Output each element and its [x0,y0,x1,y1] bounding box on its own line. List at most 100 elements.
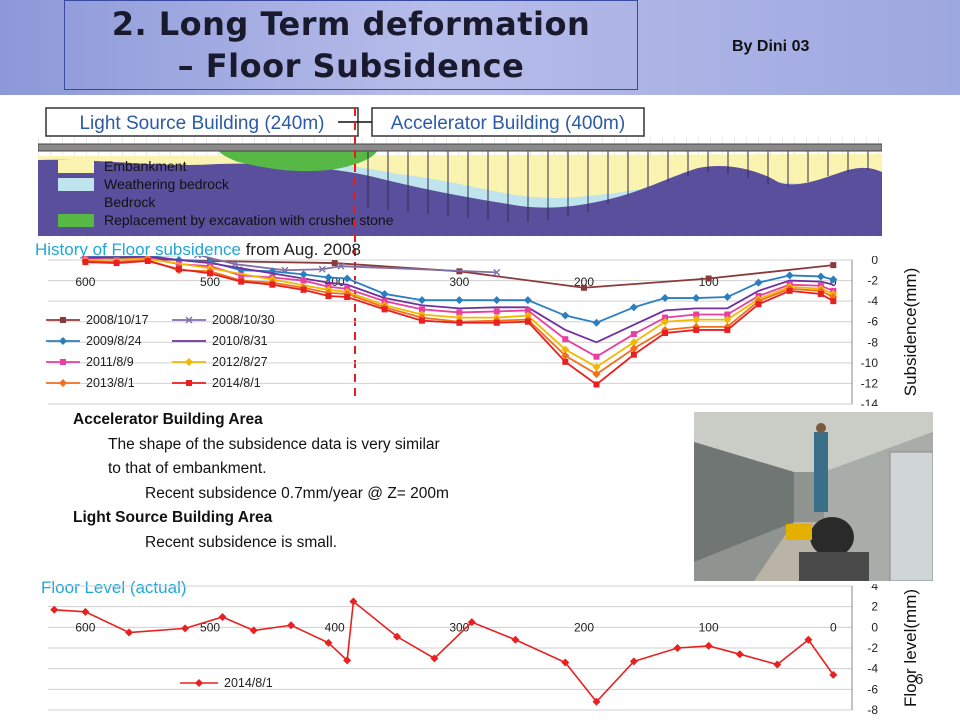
legend-swatch-weathering [58,178,94,191]
bedrock-layer [38,159,882,236]
data-point [218,613,227,621]
page-title-line1: 2. Long Term deformation [111,5,591,43]
marker-stroke [318,265,326,273]
data-point [662,330,669,337]
y-tick-label: -12 [861,376,879,390]
series-line [54,599,834,703]
light-source-area-heading: Light Source Building Area [73,509,273,526]
series-2014/8/1 [82,258,837,388]
data-point [773,660,782,669]
y-tick-label: 0 [871,620,878,634]
data-point [393,632,402,641]
data-point [561,351,570,360]
data-point [661,317,670,326]
data-point [418,317,425,324]
legend-swatch-embankment [58,160,94,173]
legend-marker [59,337,67,345]
data-point [662,314,669,321]
data-point [561,658,570,667]
cross-section-legend: Embankment Weathering bedrock Bedrock Re… [58,158,394,228]
data-point [629,344,638,353]
author-label: By Dini 03 [732,38,810,55]
data-point [418,306,425,313]
data-point [723,293,732,302]
data-point [331,260,338,267]
data-point [417,313,426,322]
legend-label: 2010/8/31 [212,334,268,348]
data-point [144,258,151,265]
legend-label: 2008/10/30 [212,313,275,327]
data-point [592,362,601,371]
data-point [175,266,182,273]
legend-marker [60,317,66,323]
y-tick-label: 2 [871,600,878,614]
page-number: 6 [915,671,924,688]
x-tick-label: 600 [75,620,95,634]
data-point [661,325,670,334]
data-point [417,296,426,305]
data-point [237,266,246,275]
y-axis-label: Floor level(mm) [901,589,920,707]
data-point [207,270,214,277]
data-point [561,345,570,354]
data-point [299,270,308,279]
data-point [81,607,90,616]
subsidence-legend: 2008/10/17 2008/10/30 2009/8/24 2010/8/31 20… [46,313,275,390]
x-tick-label: 200 [574,275,594,289]
data-point [704,641,713,650]
data-point [562,336,569,343]
legend-embankment: Embankment [104,158,187,174]
data-point [524,318,531,325]
y-tick-label: -4 [867,294,878,308]
data-point [830,262,837,269]
floor-slab [38,143,882,152]
legend-marker [185,316,193,324]
data-point [82,259,89,266]
data-point [755,301,762,308]
data-point [804,635,813,644]
data-point [673,644,682,652]
data-point [829,670,838,679]
legend-weathering: Weathering bedrock [104,176,230,192]
data-point [381,298,388,305]
series-2010/8/31 [85,256,834,344]
subsidence-chart: 0-2-4-6-8-10-12-146005004003002001000Sub… [46,256,920,406]
data-point [194,256,202,259]
data-point [724,326,731,333]
data-point [693,311,700,318]
data-point [629,338,638,347]
data-point [349,597,358,606]
legend-marker [195,679,203,687]
y-tick-label: -8 [867,703,878,717]
floor-level-heading: Floor Level (actual) [41,578,187,597]
data-point [113,260,120,267]
legend-swatch-replacement [58,214,94,227]
header-band [0,0,960,95]
accelerator-area-heading: Accelerator Building Area [73,411,263,428]
replacement-layer [218,150,378,172]
light-source-box [45,107,359,137]
floor-legend: 2014/8/1 [180,676,273,690]
data-point [561,311,570,320]
x-tick-label: 400 [325,620,345,634]
data-point [723,322,732,331]
y-tick-label: -10 [861,356,879,370]
legend-marker [186,380,192,386]
data-point [467,618,476,627]
data-point [300,277,307,284]
series-2014/8/1 [50,597,838,706]
data-point [511,635,520,644]
data-point [343,656,352,665]
data-point [592,370,601,379]
x-tick-label: 500 [200,275,220,289]
accelerator-label: Accelerator Building (400m) [391,113,625,134]
data-point [300,286,307,293]
data-point [724,311,731,318]
data-point [269,281,276,288]
marker-stroke [185,316,193,324]
data-point [456,319,463,326]
data-point [593,381,600,388]
data-point [238,278,245,285]
legend-bedrock: Bedrock [104,194,156,210]
data-point [318,265,326,273]
